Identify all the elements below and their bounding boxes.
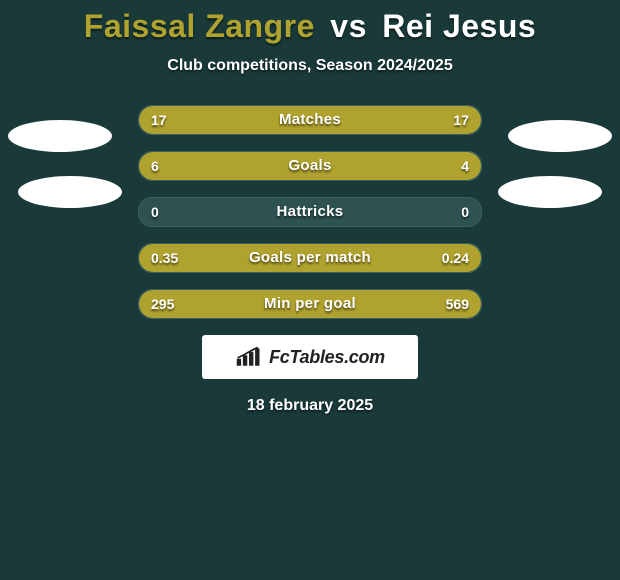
page-title: Faissal Zangre vs Rei Jesus xyxy=(0,8,620,45)
stat-label: Min per goal xyxy=(139,290,481,318)
stat-rows: 1717Matches 64Goals 00Hattricks 0.350.24Goa… xyxy=(138,105,482,319)
stat-label: Goals per match xyxy=(139,244,481,272)
stat-row: 1717Matches xyxy=(138,105,482,135)
chart-icon xyxy=(235,346,263,368)
stat-row: 0.350.24Goals per match xyxy=(138,243,482,273)
player2-avatar-top xyxy=(508,120,612,152)
brand-text: FcTables.com xyxy=(269,347,385,368)
player1-avatar-bottom xyxy=(18,176,122,208)
brand-badge: FcTables.com xyxy=(202,335,418,379)
player1-name: Faissal Zangre xyxy=(84,8,315,44)
stat-row: 295569Min per goal xyxy=(138,289,482,319)
title-vs: vs xyxy=(330,8,367,44)
player2-name: Rei Jesus xyxy=(382,8,536,44)
date-text: 18 february 2025 xyxy=(0,397,620,415)
stat-row: 64Goals xyxy=(138,151,482,181)
stat-row: 00Hattricks xyxy=(138,197,482,227)
infographic-container: Faissal Zangre vs Rei Jesus Club competi… xyxy=(0,0,620,415)
player2-avatar-bottom xyxy=(498,176,602,208)
player1-avatar-top xyxy=(8,120,112,152)
stat-label: Matches xyxy=(139,106,481,134)
stat-label: Goals xyxy=(139,152,481,180)
stat-label: Hattricks xyxy=(139,198,481,226)
subtitle: Club competitions, Season 2024/2025 xyxy=(0,57,620,75)
